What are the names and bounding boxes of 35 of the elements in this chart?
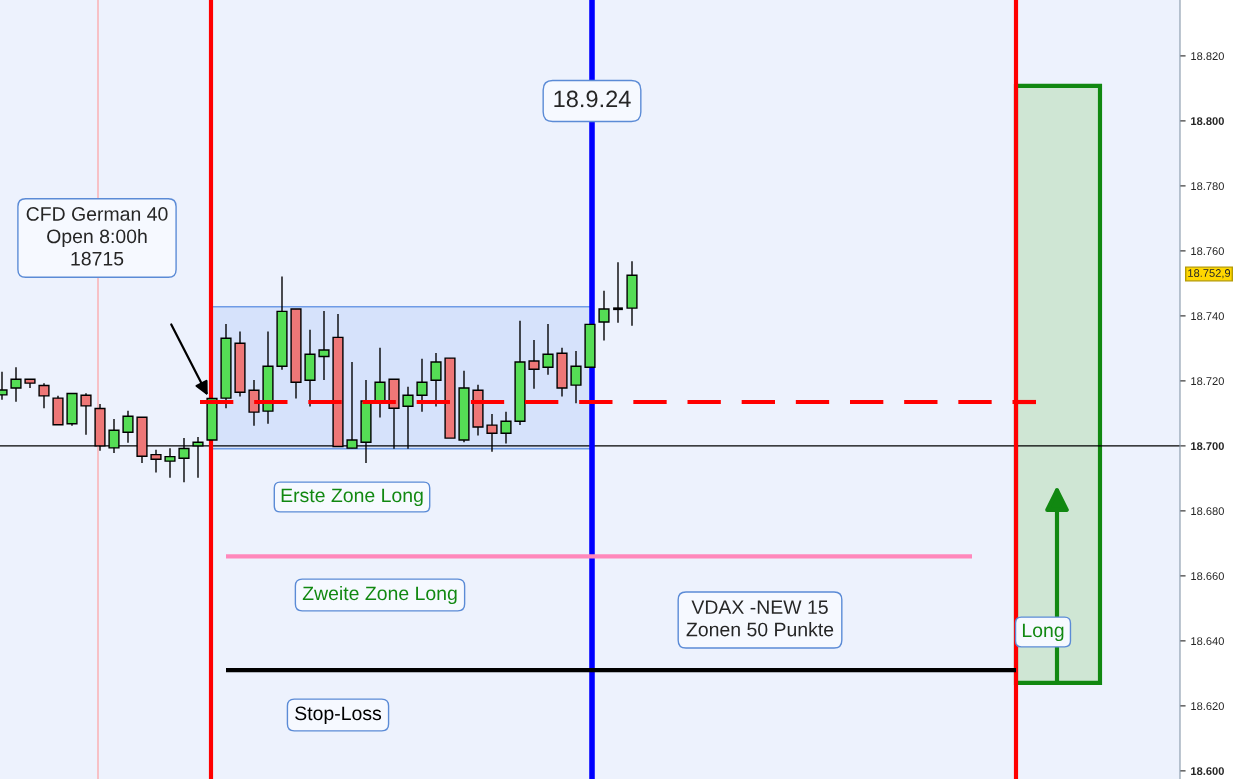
ref-line-label: Stop-Loss (295, 706, 382, 725)
candlestick (611, 261, 625, 324)
candlestick (374, 347, 386, 419)
y-tick-label: 18.660 (1191, 572, 1224, 581)
candlestick (542, 323, 554, 376)
candlestick (150, 449, 162, 474)
candlestick (598, 290, 610, 342)
candlestick (318, 310, 330, 381)
annotation: 18.9.24 (554, 90, 631, 108)
ref-line-label: Zweite Zone Long (302, 585, 457, 605)
y-tick-label: 18.780 (1191, 182, 1224, 191)
candlestick (122, 410, 134, 444)
candlestick (10, 366, 22, 403)
candlestick (528, 339, 540, 390)
y-tick-label: 18.800 (1191, 117, 1224, 126)
candlestick (416, 358, 428, 413)
y-tick-label: 18.680 (1191, 507, 1224, 516)
annotation: CFD German 40 Open 8:00h 18715 (26, 207, 168, 266)
band-label: Long (1022, 623, 1064, 642)
text: 18.752,9 (1188, 269, 1231, 279)
candlestick (570, 350, 582, 405)
candlestick (248, 379, 260, 427)
y-tick-label: 18.700 (1191, 442, 1224, 451)
candlestick (80, 392, 92, 436)
y-tick-label: 18.620 (1191, 702, 1224, 711)
y-tick-label: 18.740 (1191, 312, 1224, 321)
y-tick-label: 18.640 (1191, 637, 1224, 646)
candlestick (430, 352, 442, 408)
y-tick-label: 18.600 (1191, 767, 1224, 776)
candlestick (38, 382, 50, 409)
y-tick-label: 18.720 (1191, 377, 1224, 386)
band-label: Erste Zone Long (281, 488, 423, 507)
y-tick-label: 18.820 (1191, 52, 1224, 61)
y-tick-label: 18.760 (1191, 247, 1224, 256)
annotation: VDAX -NEW 15 Zonen 50 Punkte (686, 600, 834, 637)
